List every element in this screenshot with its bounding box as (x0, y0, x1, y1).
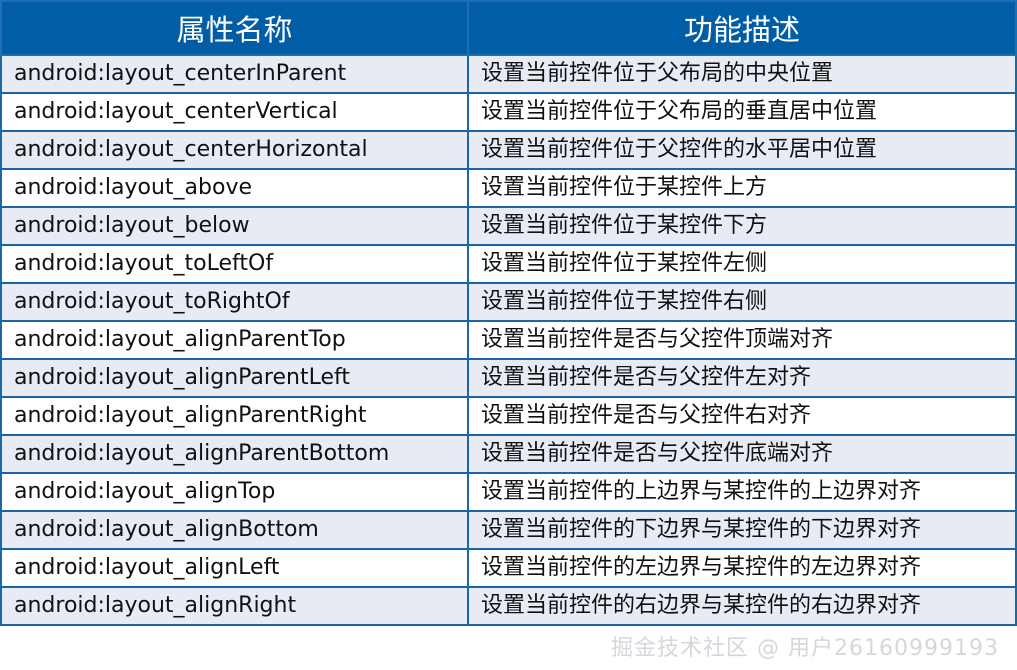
header-row: 属性名称 功能描述 (0, 0, 1017, 56)
header-description: 功能描述 (467, 0, 1017, 56)
attribute-name-cell: android:layout_centerHorizontal (0, 130, 469, 170)
description-cell: 设置当前控件位于某控件右侧 (467, 282, 1017, 322)
watermark: 掘金技术社区 @ 用户26160999193 (611, 636, 999, 661)
attribute-name-cell: android:layout_alignBottom (0, 510, 469, 550)
table-row: android:layout_above 设置当前控件位于某控件上方 (0, 168, 1017, 208)
attribute-name-cell: android:layout_alignLeft (0, 548, 469, 588)
description-cell: 设置当前控件是否与父控件左对齐 (467, 358, 1017, 398)
description-cell: 设置当前控件是否与父控件右对齐 (467, 396, 1017, 436)
table-row: android:layout_alignLeft 设置当前控件的左边界与某控件的左… (0, 548, 1017, 588)
table-row: android:layout_alignParentLeft 设置当前控件是否与父… (0, 358, 1017, 398)
table-row: android:layout_centerHorizontal 设置当前控件位于父… (0, 130, 1017, 170)
table-row: android:layout_alignTop 设置当前控件的上边界与某控件的上边… (0, 472, 1017, 512)
description-cell: 设置当前控件位于父布局的中央位置 (467, 54, 1017, 94)
description-cell: 设置当前控件是否与父控件底端对齐 (467, 434, 1017, 474)
attribute-name-cell: android:layout_toRightOf (0, 282, 469, 322)
attribute-name-cell: android:layout_toLeftOf (0, 244, 469, 284)
description-cell: 设置当前控件的左边界与某控件的左边界对齐 (467, 548, 1017, 588)
description-cell: 设置当前控件位于某控件下方 (467, 206, 1017, 246)
attribute-name-cell: android:layout_below (0, 206, 469, 246)
attribute-name-cell: android:layout_centerVertical (0, 92, 469, 132)
description-cell: 设置当前控件的右边界与某控件的右边界对齐 (467, 586, 1017, 626)
attribute-name-cell: android:layout_alignTop (0, 472, 469, 512)
description-cell: 设置当前控件的下边界与某控件的下边界对齐 (467, 510, 1017, 550)
attribute-name-cell: android:layout_alignRight (0, 586, 469, 626)
table-row: android:layout_alignParentBottom 设置当前控件是否… (0, 434, 1017, 474)
description-cell: 设置当前控件位于父控件的水平居中位置 (467, 130, 1017, 170)
description-cell: 设置当前控件位于某控件上方 (467, 168, 1017, 208)
header-attribute-name: 属性名称 (0, 0, 469, 56)
attribute-name-cell: android:layout_alignParentRight (0, 396, 469, 436)
attribute-name-cell: android:layout_alignParentLeft (0, 358, 469, 398)
table-row: android:layout_toLeftOf 设置当前控件位于某控件左侧 (0, 244, 1017, 284)
table-row: android:layout_centerInParent 设置当前控件位于父布局… (0, 54, 1017, 94)
description-cell: 设置当前控件位于某控件左侧 (467, 244, 1017, 284)
table-row: android:layout_alignParentTop 设置当前控件是否与父控… (0, 320, 1017, 360)
table-row: android:layout_alignBottom 设置当前控件的下边界与某控件… (0, 510, 1017, 550)
attribute-name-cell: android:layout_alignParentBottom (0, 434, 469, 474)
table-row: android:layout_below 设置当前控件位于某控件下方 (0, 206, 1017, 246)
attribute-name-cell: android:layout_above (0, 168, 469, 208)
description-cell: 设置当前控件是否与父控件顶端对齐 (467, 320, 1017, 360)
description-cell: 设置当前控件位于父布局的垂直居中位置 (467, 92, 1017, 132)
attribute-table: 属性名称 功能描述 android:layout_centerInParent 设… (0, 0, 1017, 626)
table-row: android:layout_toRightOf 设置当前控件位于某控件右侧 (0, 282, 1017, 322)
attribute-name-cell: android:layout_centerInParent (0, 54, 469, 94)
table-row: android:layout_centerVertical 设置当前控件位于父布局… (0, 92, 1017, 132)
table-row: android:layout_alignParentRight 设置当前控件是否与… (0, 396, 1017, 436)
table-row: android:layout_alignRight 设置当前控件的右边界与某控件的… (0, 586, 1017, 626)
attribute-name-cell: android:layout_alignParentTop (0, 320, 469, 360)
description-cell: 设置当前控件的上边界与某控件的上边界对齐 (467, 472, 1017, 512)
